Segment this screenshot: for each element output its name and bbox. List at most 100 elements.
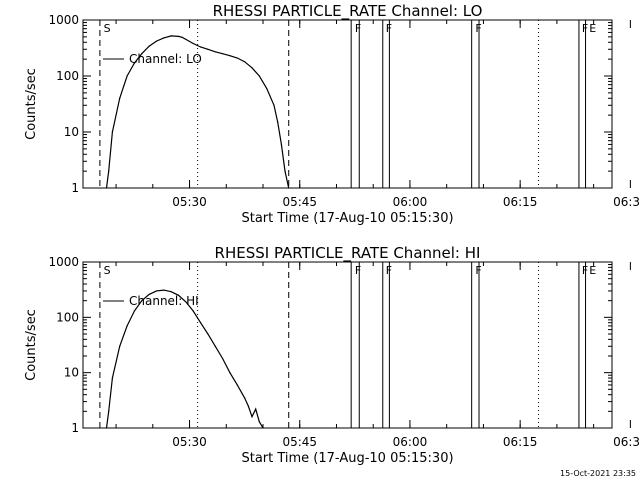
series-point xyxy=(192,42,194,45)
series-point xyxy=(251,67,253,69)
series-point xyxy=(207,333,209,335)
series-point xyxy=(141,300,143,302)
event-flag-label: F xyxy=(475,264,481,277)
x-tick-label: 06:30 xyxy=(613,195,640,209)
series-point xyxy=(170,291,172,293)
series-point xyxy=(181,36,183,38)
series-point xyxy=(214,345,216,347)
series-point xyxy=(207,48,209,50)
x-tick-label: 05:45 xyxy=(282,435,317,449)
y-axis-label: Counts/sec xyxy=(24,68,39,140)
series-point xyxy=(244,397,246,399)
event-flag-label: F xyxy=(386,264,392,277)
event-flag-label: F xyxy=(582,264,588,277)
series-point xyxy=(236,57,238,59)
series-point xyxy=(280,143,282,146)
x-tick-label: 06:00 xyxy=(393,195,428,209)
plot-frame xyxy=(82,19,613,189)
y-tick-label: 1000 xyxy=(48,13,79,27)
series-point xyxy=(148,45,150,47)
legend-label: Channel: HI xyxy=(129,294,199,308)
series-point xyxy=(126,325,128,327)
series-point xyxy=(288,187,290,189)
series-point xyxy=(155,290,158,292)
series-point xyxy=(199,46,202,48)
chart-panel-2: RHESSI PARTICLE_RATE Channel: HI Start Ti… xyxy=(24,244,640,466)
series-point xyxy=(111,377,113,379)
series-point xyxy=(119,345,121,347)
series-point xyxy=(177,35,180,37)
event-flag-label: F xyxy=(355,22,361,35)
series-point xyxy=(111,131,113,133)
series-point xyxy=(155,40,158,42)
chart-title: RHESSI PARTICLE_RATE Channel: HI xyxy=(215,244,481,263)
series-point xyxy=(170,35,172,37)
series-line xyxy=(105,289,264,429)
series-line xyxy=(105,35,290,189)
x-tick-label: 05:30 xyxy=(172,435,207,449)
series-point xyxy=(221,357,224,360)
event-flag-label: S xyxy=(104,22,111,35)
series-point xyxy=(284,170,286,172)
series-point xyxy=(163,37,165,39)
series-point xyxy=(244,61,246,63)
series-point xyxy=(133,62,136,64)
y-tick-label: 100 xyxy=(56,69,79,83)
series-point xyxy=(262,427,264,429)
event-flag-label: S xyxy=(104,264,111,277)
x-tick-label: 06:15 xyxy=(503,195,538,209)
y-tick-label: 10 xyxy=(64,125,79,139)
series-point xyxy=(141,53,143,55)
y-tick-label: 100 xyxy=(56,310,79,324)
series-point xyxy=(273,104,275,106)
y-tick-label: 1000 xyxy=(48,255,79,269)
x-tick-label: 06:30 xyxy=(613,435,640,449)
series-point xyxy=(185,38,187,41)
series-point xyxy=(221,53,224,55)
series-point xyxy=(119,97,121,99)
x-tick-label: 06:00 xyxy=(393,435,428,449)
chart-title: RHESSI PARTICLE_RATE Channel: LO xyxy=(213,2,483,21)
event-flag-label: E xyxy=(589,22,596,35)
series-point xyxy=(229,372,231,374)
plot-frame xyxy=(82,261,613,429)
series-point xyxy=(192,310,194,312)
x-tick-label: 05:45 xyxy=(282,195,317,209)
series-point xyxy=(105,187,108,189)
y-tick-label: 1 xyxy=(71,421,79,435)
footer-timestamp: 15-Oct-2021 23:35 xyxy=(560,469,636,478)
event-flag-label: F xyxy=(355,264,361,277)
y-axis-label: Counts/sec xyxy=(24,309,39,381)
series-point xyxy=(236,384,238,386)
series-point xyxy=(148,293,150,295)
series-point xyxy=(251,416,253,418)
event-flag-label: E xyxy=(589,264,596,277)
series-point xyxy=(108,170,110,172)
series-point xyxy=(108,410,110,412)
series-point xyxy=(133,310,136,312)
y-tick-label: 10 xyxy=(64,366,79,380)
series-point xyxy=(258,421,260,423)
legend-label: Channel: LO xyxy=(129,52,202,66)
event-flag-label: F xyxy=(582,22,588,35)
event-flag-label: F xyxy=(386,22,392,35)
series-point xyxy=(266,87,268,90)
series-point xyxy=(277,121,279,123)
y-tick-label: 1 xyxy=(71,181,79,195)
x-tick-label: 06:15 xyxy=(503,435,538,449)
series-point xyxy=(163,289,165,291)
event-flag-label: F xyxy=(475,22,481,35)
series-point xyxy=(258,75,260,77)
series-point xyxy=(105,427,108,429)
series-point xyxy=(199,322,202,324)
x-axis-label: Start Time (17-Aug-10 05:15:30) xyxy=(241,451,453,466)
series-point xyxy=(247,405,249,407)
series-point xyxy=(185,301,187,303)
chart-panel-1: RHESSI PARTICLE_RATE Channel: LO Start Ti… xyxy=(24,2,640,226)
series-point xyxy=(177,294,180,296)
x-axis-label: Start Time (17-Aug-10 05:15:30) xyxy=(241,211,453,226)
series-point xyxy=(126,75,128,77)
series-point xyxy=(229,55,231,57)
series-point xyxy=(214,51,216,53)
